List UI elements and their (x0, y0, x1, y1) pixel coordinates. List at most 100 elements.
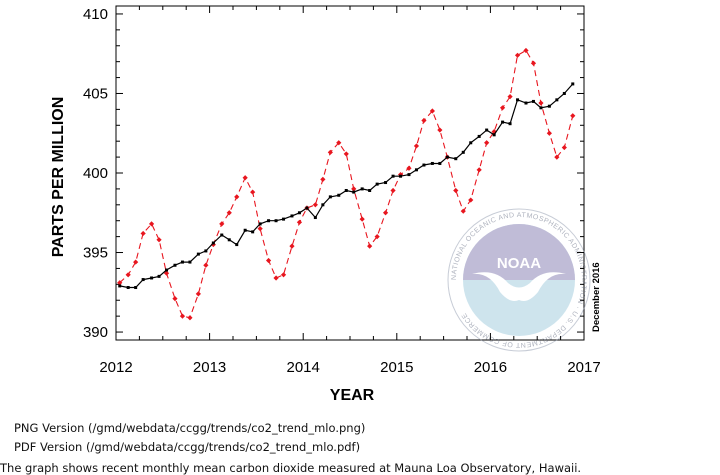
monthly-mean-point (257, 226, 263, 232)
monthly-mean-point (133, 259, 139, 265)
trend-point (477, 134, 481, 138)
axis-ticks (115, 6, 585, 340)
trend-point (555, 98, 559, 102)
monthly-mean-point (125, 272, 131, 278)
monthly-mean-point (561, 144, 567, 151)
monthly-mean-point (343, 151, 349, 157)
monthly-mean-point (460, 208, 466, 214)
monthly-mean-point (484, 140, 490, 146)
monthly-mean-point (374, 234, 380, 240)
trend-point (150, 276, 154, 280)
trend-point (188, 260, 192, 264)
monthly-mean-point (476, 167, 482, 173)
trend-point (508, 122, 512, 126)
trend-point (313, 216, 317, 220)
trend-point (485, 128, 489, 132)
x-tick-label: 2012 (99, 359, 132, 376)
trend-point (524, 101, 528, 105)
monthly-mean-point (312, 202, 318, 208)
y-tick-label: 400 (83, 165, 108, 182)
monthly-mean-point (156, 237, 162, 243)
trend-point (204, 249, 208, 253)
tick-labels: 390 395 400 405 410 2012 2013 2014 2015 2016 2017 (83, 6, 601, 376)
x-tick-label: 2013 (193, 359, 226, 376)
trend-point (134, 286, 138, 290)
trend-point (211, 241, 215, 245)
monthly-mean-point (179, 313, 186, 319)
monthly-mean-point (203, 262, 209, 268)
monthly-mean-point (453, 187, 459, 194)
monthly-mean-point (140, 230, 146, 237)
trend-point (157, 274, 161, 278)
trend-point (454, 157, 458, 161)
trend-point (267, 219, 271, 223)
monthly-mean-point (382, 210, 389, 216)
x-tick-label: 2017 (567, 359, 600, 376)
trend-point (297, 211, 301, 215)
trend-point (235, 243, 239, 247)
monthly-mean-point (172, 296, 178, 302)
monthly-mean-point (289, 243, 295, 249)
monthly-mean-point (226, 210, 232, 216)
monthly-mean-point (359, 216, 365, 222)
trend-point (344, 188, 348, 192)
trend-point (337, 193, 341, 197)
monthly-mean-point (530, 60, 537, 66)
trend-point (251, 230, 255, 234)
y-tick-label: 410 (83, 6, 108, 23)
trend-point (438, 161, 442, 165)
monthly-mean-point (546, 130, 552, 136)
monthly-mean-point (336, 140, 342, 146)
monthly-mean-point (195, 291, 201, 297)
monthly-mean-point (187, 315, 193, 321)
monthly-mean-point (367, 243, 373, 249)
trend-point (360, 187, 364, 191)
trend-point (422, 163, 426, 167)
trend-point (165, 268, 169, 272)
noaa-logo: NOAA NATIONAL OCEANIC AND ATMOSPHERIC AD… (447, 208, 591, 352)
monthly-mean-point (117, 280, 123, 286)
monthly-mean-point (219, 221, 225, 227)
trend-point (220, 233, 224, 237)
trend-point (414, 168, 418, 172)
x-axis-title: YEAR (330, 387, 375, 404)
monthly-mean-point (296, 219, 303, 225)
trend-point (445, 155, 449, 159)
trend-point (328, 195, 332, 199)
monthly-mean-point (468, 197, 474, 203)
monthly-mean-point (421, 117, 427, 124)
monthly-mean-point (320, 176, 326, 182)
y-tick-label: 405 (83, 85, 108, 102)
trend-point (571, 82, 575, 86)
trend-point (227, 238, 231, 242)
trend-point (305, 206, 309, 210)
trend-point (290, 214, 294, 218)
trend-point (141, 278, 145, 282)
monthly-mean-point (242, 175, 248, 181)
trend-point (258, 222, 262, 226)
trend-point (282, 217, 286, 221)
trend-point (531, 99, 535, 103)
monthly-mean-point (514, 52, 521, 58)
noaa-logo-text: NOAA (497, 255, 541, 272)
y-axis-title: PARTS PER MILLION (50, 97, 67, 258)
monthly-mean-point (273, 275, 279, 281)
trend-point (399, 174, 403, 178)
png-version-link[interactable]: PNG Version (/gmd/webdata/ccgg/trends/co… (14, 421, 366, 435)
monthly-mean-point (280, 272, 287, 278)
monthly-mean-point (437, 127, 443, 133)
chart-description: The graph shows recent monthly mean carb… (0, 461, 582, 475)
trend-point (469, 141, 473, 145)
series-layer (117, 47, 576, 321)
monthly-mean-point (390, 187, 396, 194)
monthly-mean-point (163, 270, 170, 276)
monthly-mean-point (507, 94, 513, 100)
x-tick-label: 2014 (287, 359, 320, 376)
trend-point (274, 219, 278, 223)
trend-point (547, 104, 551, 108)
trend-point (243, 228, 247, 232)
pdf-version-link[interactable]: PDF Version (/gmd/webdata/ccgg/trends/co… (14, 440, 361, 454)
x-tick-label: 2015 (380, 359, 413, 376)
monthly-mean-point (327, 149, 333, 155)
